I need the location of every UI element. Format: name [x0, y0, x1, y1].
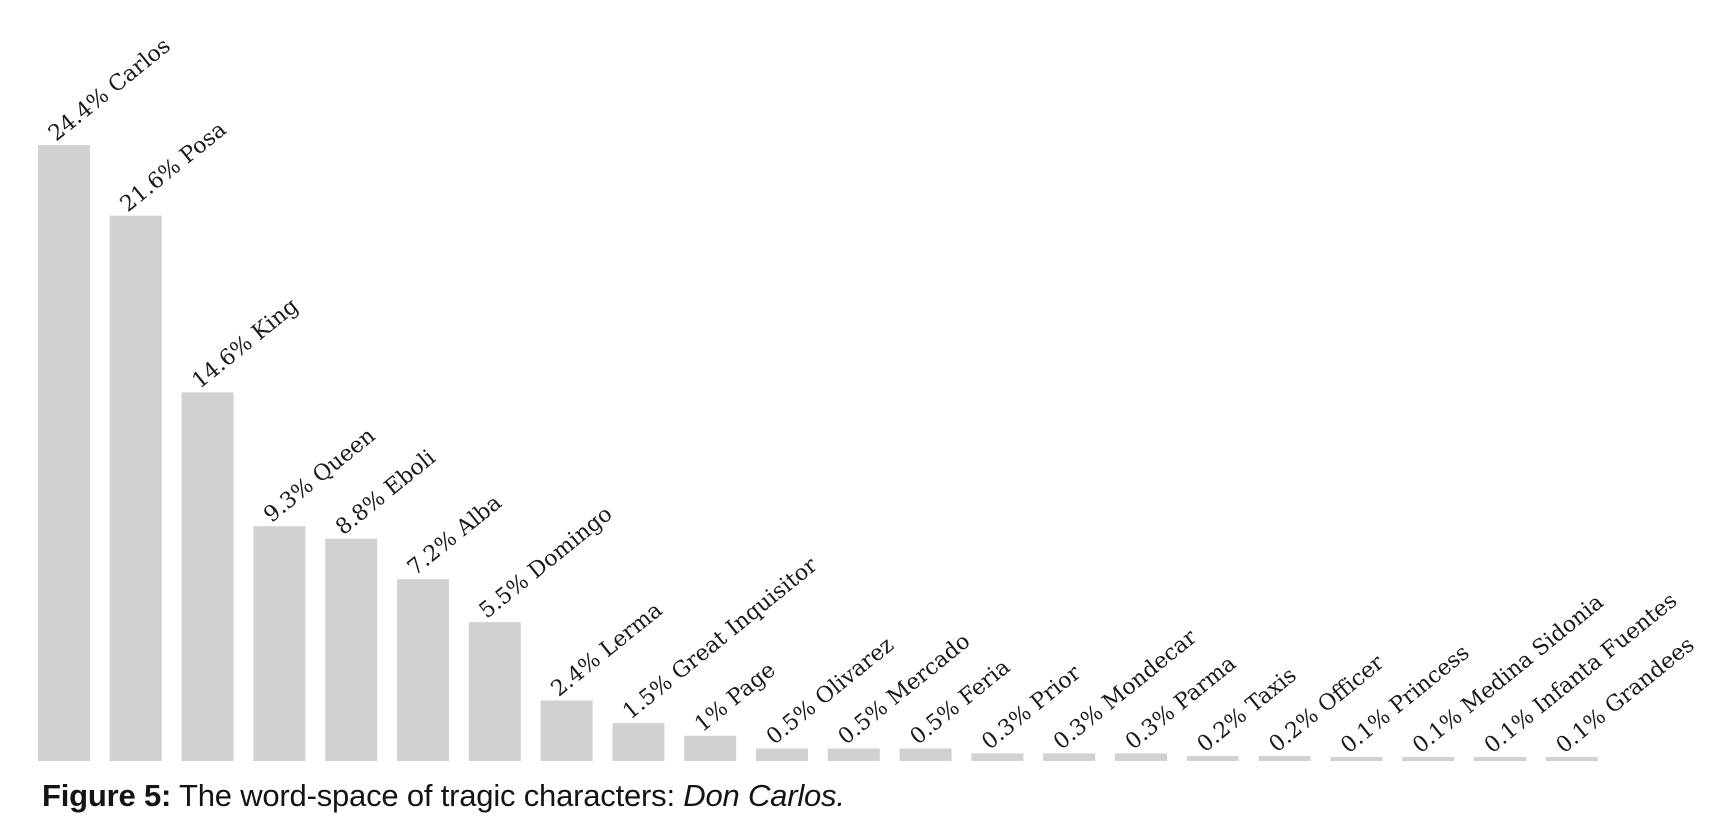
bar-medina-sidonia [1402, 757, 1455, 761]
bar-label-posa: 21.6% Posa [116, 117, 232, 217]
bars-group [38, 145, 1598, 761]
bar-infanta-fuentes [1474, 757, 1526, 761]
bar-label-olivarez: 0.5% Olivarez [762, 633, 899, 750]
bar-label-carlos: 24.4% Carlos [44, 34, 175, 147]
bar-officer [1258, 756, 1311, 761]
bar-feria [899, 748, 952, 761]
bar-great-inquisitor [612, 723, 665, 761]
bar-parma [1115, 753, 1167, 761]
bar-domingo [468, 622, 521, 761]
bar-olivarez [756, 748, 808, 761]
bar-label-king: 14.6% King [188, 294, 304, 394]
bar-label-princess: 0.1% Princess [1336, 640, 1474, 758]
bar-king [181, 392, 234, 761]
bar-princess [1330, 757, 1383, 761]
bar-carlos [38, 145, 90, 761]
figure-caption: Figure 5: The word-space of tragic chara… [42, 778, 845, 814]
bar-label-mercado: 0.5% Mercado [834, 629, 975, 750]
bar-mondecar [1043, 753, 1096, 761]
bar-mercado [827, 748, 880, 761]
bar-label-alba: 7.2% Alba [403, 490, 507, 581]
bar-eboli [325, 538, 378, 761]
bar-lerma [540, 700, 593, 761]
bar-taxis [1186, 756, 1239, 761]
figure-number: Figure 5: [42, 778, 172, 813]
bar-prior [971, 753, 1024, 761]
bar-posa [109, 215, 162, 761]
bar-alba [397, 579, 449, 761]
bar-queen [253, 526, 306, 761]
bar-label-domingo: 5.5% Domingo [475, 502, 618, 624]
figure-caption-text: The word-space of tragic characters: [171, 778, 684, 813]
figure-caption-play-title: Don Carlos. [683, 778, 845, 813]
bar-page [684, 735, 737, 761]
bar-grandees [1545, 757, 1598, 761]
